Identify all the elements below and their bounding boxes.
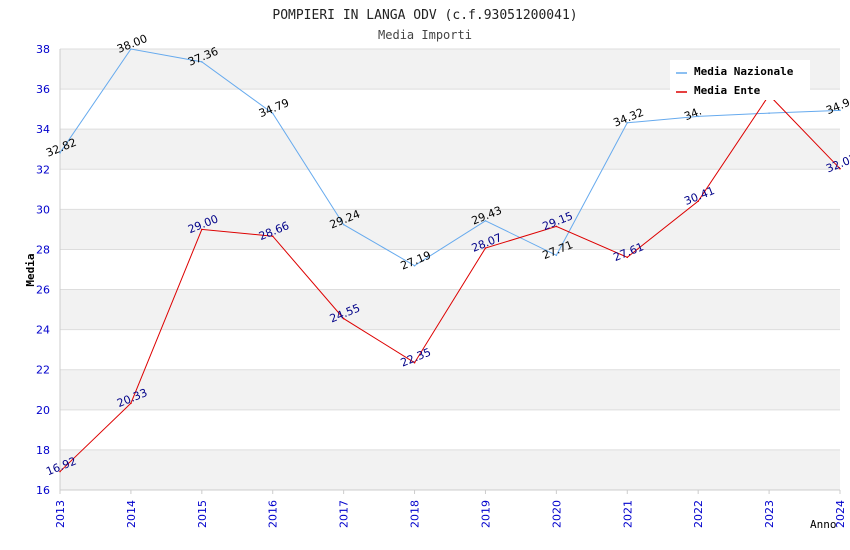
- data-label: 34.: [682, 105, 703, 124]
- x-tick-label: 2023: [763, 500, 776, 528]
- x-tick-label: 2024: [834, 500, 847, 528]
- x-tick-label: 2013: [54, 500, 67, 528]
- legend-label-nazionale: Media Nazionale: [694, 65, 794, 78]
- data-point: [413, 361, 416, 364]
- data-point: [555, 225, 558, 228]
- x-tick-label: 2020: [550, 500, 563, 528]
- y-tick-label: 32: [36, 163, 50, 176]
- series-lines: [59, 48, 841, 473]
- y-tick-label: 22: [36, 364, 50, 377]
- y-tick-labels: 16 18 20 22 24 26 28 30 32 34 36 38: [36, 43, 50, 497]
- x-tick-labels: 2013 2014 2015 2016 2017 2018 2019 2020 2021 2022…: [54, 490, 847, 528]
- data-point: [59, 152, 61, 154]
- y-tick-label: 16: [36, 484, 50, 497]
- grid-band: [60, 369, 840, 410]
- series-line: [59, 94, 841, 472]
- legend-label-ente: Media Ente: [694, 84, 761, 97]
- x-axis-title: Anno: [810, 518, 837, 531]
- data-point: [555, 254, 558, 257]
- y-tick-label: 30: [36, 203, 50, 216]
- grid-band: [60, 289, 840, 330]
- data-point: [342, 317, 345, 320]
- data-point: [626, 121, 629, 124]
- data-point: [484, 219, 487, 222]
- x-tick-label: 2014: [125, 500, 138, 528]
- y-tick-label: 34: [36, 123, 50, 136]
- y-tick-label: 36: [36, 83, 50, 96]
- grid-band: [60, 129, 840, 170]
- data-point: [697, 200, 699, 202]
- y-tick-label: 38: [36, 43, 50, 56]
- data-point: [271, 112, 274, 115]
- data-point: [839, 167, 841, 170]
- data-point: [130, 48, 132, 50]
- data-label: 22.35: [399, 346, 433, 370]
- data-point: [59, 470, 61, 473]
- x-tick-label: 2018: [409, 500, 422, 528]
- legend-background: [670, 60, 810, 100]
- data-point: [626, 256, 629, 259]
- y-axis-title: Media: [24, 253, 37, 286]
- series-line: [59, 48, 841, 267]
- data-label: 34.79: [257, 96, 291, 120]
- data-label: 34.32: [612, 106, 646, 130]
- data-label: 30.41: [682, 184, 716, 208]
- data-point: [697, 115, 699, 118]
- x-tick-label: 2017: [338, 500, 351, 528]
- y-tick-label: 24: [36, 324, 50, 337]
- data-point: [839, 109, 841, 112]
- chart-title: POMPIERI IN LANGA ODV (c.f.93051200041): [272, 8, 577, 23]
- x-tick-label: 2019: [479, 500, 492, 528]
- chart-subtitle: Media Importi: [378, 28, 472, 42]
- grid-band: [60, 449, 840, 490]
- y-tick-label: 28: [36, 243, 50, 256]
- data-point: [768, 112, 770, 114]
- data-point: [130, 402, 132, 405]
- x-tick-label: 2015: [196, 500, 209, 528]
- x-tick-label: 2021: [621, 500, 634, 528]
- y-tick-label: 20: [36, 404, 50, 417]
- data-point: [201, 228, 203, 231]
- data-point: [342, 223, 345, 226]
- data-point: [271, 235, 274, 238]
- data-point: [484, 247, 487, 249]
- y-tick-label: 18: [36, 444, 50, 457]
- x-tick-label: 2016: [267, 500, 280, 528]
- data-point: [413, 264, 416, 267]
- x-tick-label: 2022: [692, 500, 705, 528]
- data-label: 27.19: [399, 249, 433, 273]
- legend: Media Nazionale Media Ente: [670, 60, 810, 100]
- data-label: 34.94: [824, 93, 850, 117]
- y-tick-label: 26: [36, 284, 50, 297]
- data-point: [201, 61, 203, 63]
